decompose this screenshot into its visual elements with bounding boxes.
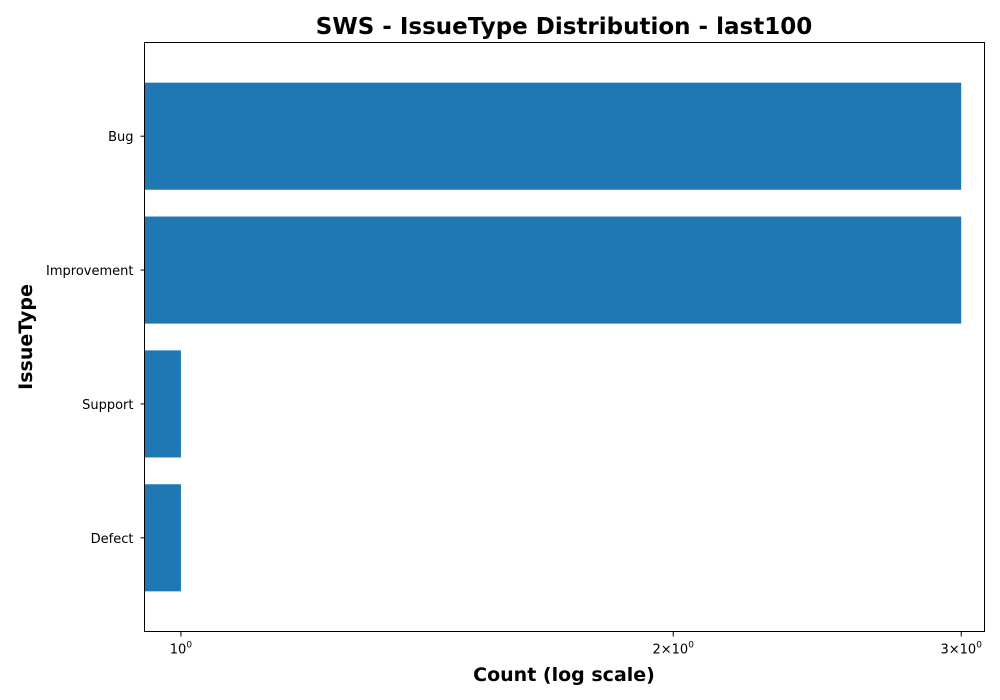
y-tick-label-improvement: Improvement — [46, 264, 133, 279]
bar-support — [145, 350, 181, 457]
y-tick-label-support: Support — [82, 398, 133, 413]
y-tick-label-defect: Defect — [91, 532, 134, 547]
bar-defect — [145, 484, 181, 591]
chart-title: SWS - IssueType Distribution - last100 — [316, 14, 812, 40]
y-axis-ticks: Bug Improvement Support Defect — [46, 130, 144, 547]
bar-bug — [145, 83, 962, 190]
x-tick-label-2: 3×100 — [940, 641, 982, 658]
x-tick-label-0: 100 — [170, 641, 193, 658]
bar-improvement — [145, 217, 962, 324]
x-axis-label: Count (log scale) — [473, 664, 655, 686]
bars-group — [145, 83, 962, 592]
x-tick-label-1: 2×100 — [653, 641, 695, 658]
y-tick-label-bug: Bug — [108, 130, 133, 145]
x-axis-ticks: 100 2×100 3×100 — [170, 632, 982, 658]
y-axis-label: IssueType — [15, 284, 37, 390]
